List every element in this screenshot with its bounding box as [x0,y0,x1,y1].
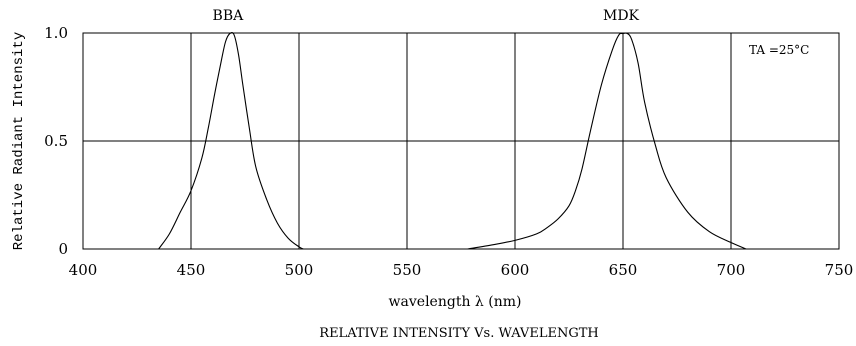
x-tick-label: 550 [393,261,422,279]
y-axis-label: Relative Radiant Intensity [11,32,27,250]
x-tick-label: 600 [501,261,530,279]
x-tick-label: 400 [69,261,98,279]
grid-lines [83,33,839,249]
chart-title: RELATIVE INTENSITY Vs. WAVELENGTH [319,326,598,341]
y-tick-label: 0.5 [44,132,68,150]
x-tick-label: 450 [177,261,206,279]
x-tick-label: 650 [609,261,638,279]
y-tick-label: 1.0 [44,24,68,42]
x-tick-label: 500 [285,261,314,279]
annotation-ta: TA [749,43,765,57]
y-tick-label: 0 [58,240,68,258]
x-tick-label: 750 [825,261,854,279]
series-label-bba: BBA [213,8,245,24]
tick-labels: 400 450 500 550 600 650 700 750 0 0.5 1.0 [44,24,853,279]
series-label-mdk: MDK [603,8,640,24]
series-labels: BBA MDK [213,8,640,24]
x-axis-label: wavelength λ (nm) [389,294,522,310]
x-tick-label: 700 [717,261,746,279]
annotation-rest: =25°C [769,43,810,57]
temperature-annotation: TA =25°C [749,43,809,57]
